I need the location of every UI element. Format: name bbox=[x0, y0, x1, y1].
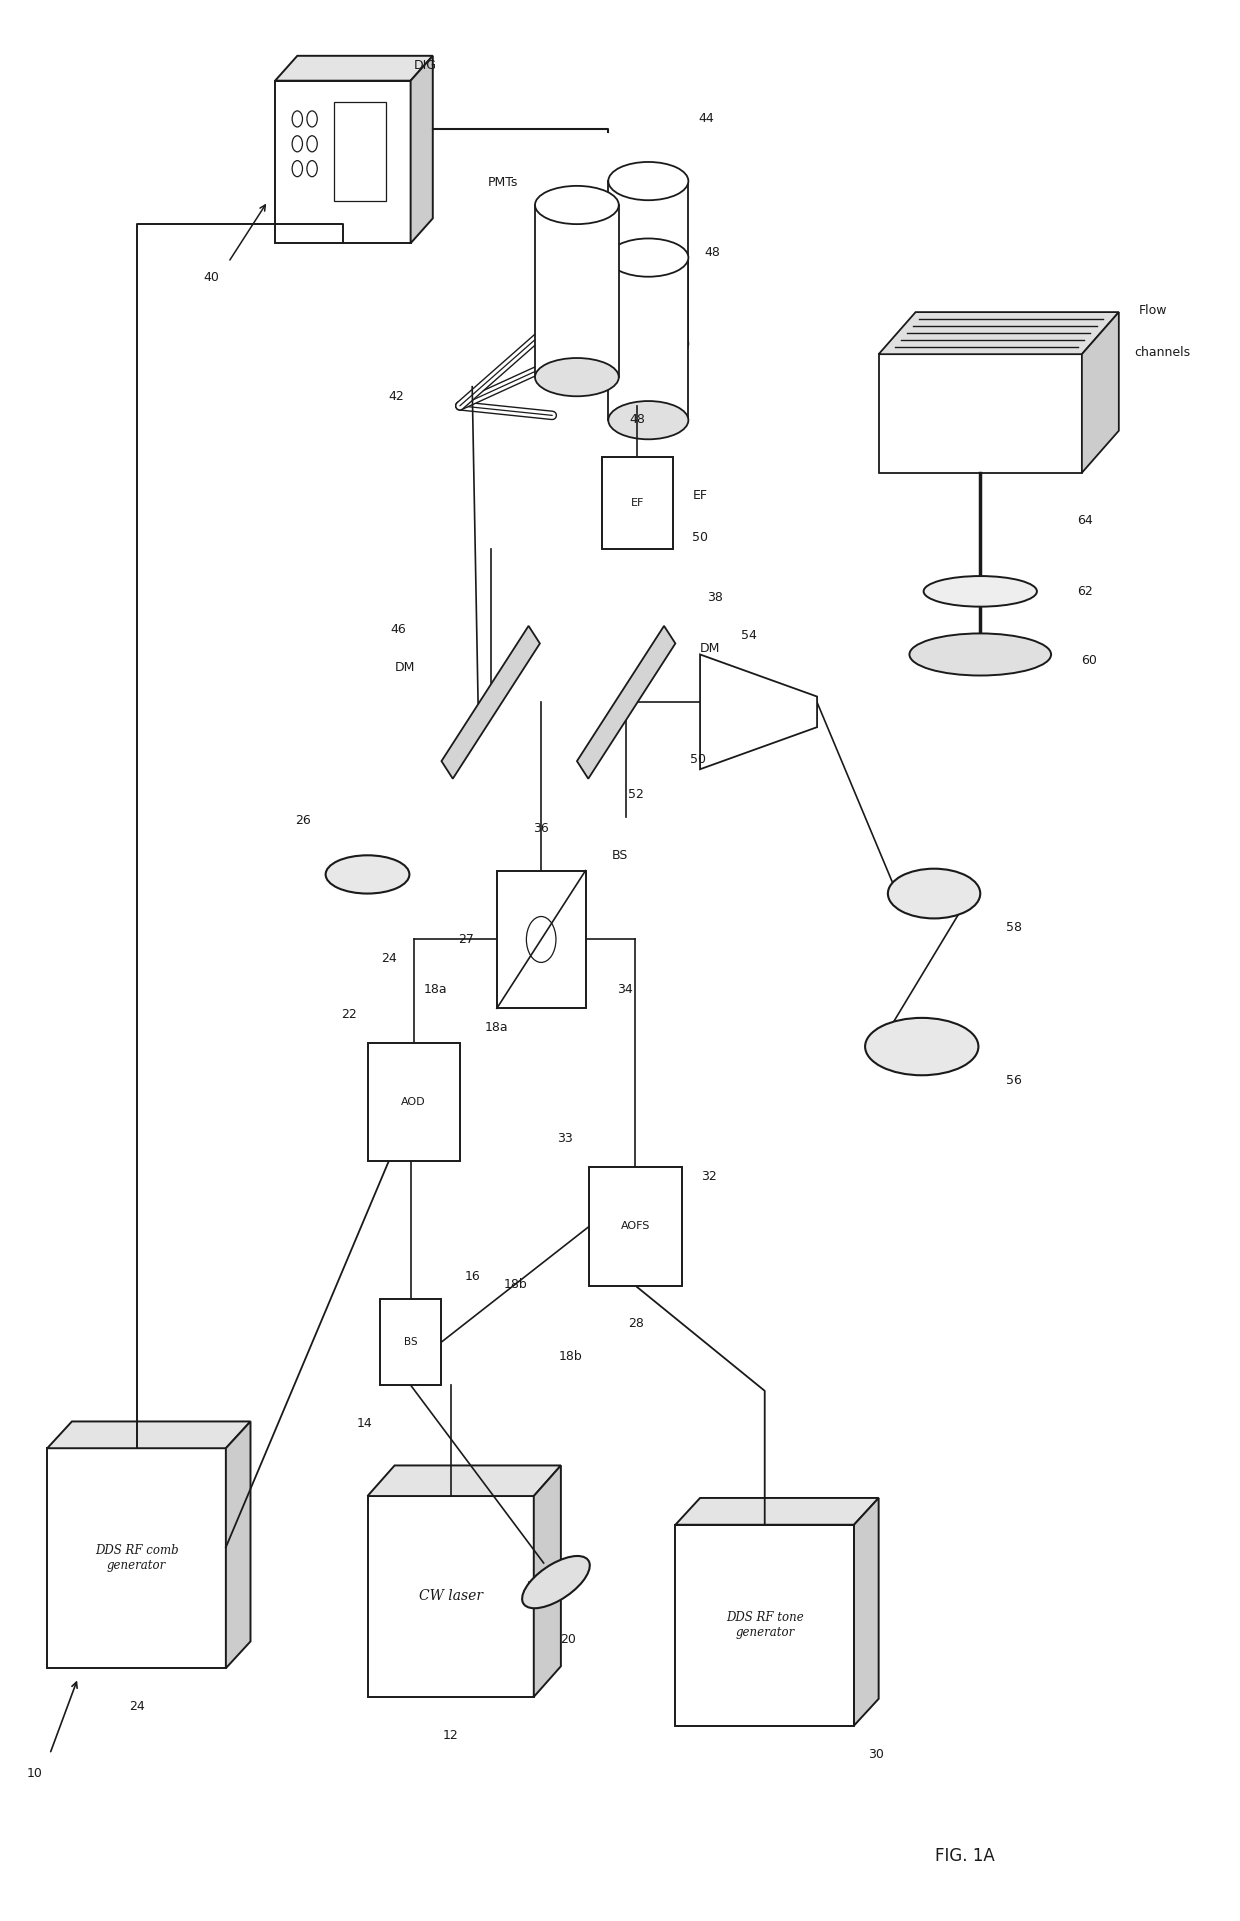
Bar bbox=[609, 257, 688, 421]
Text: 18b: 18b bbox=[559, 1350, 583, 1362]
Text: 46: 46 bbox=[391, 622, 407, 636]
Text: 12: 12 bbox=[443, 1729, 459, 1742]
Text: AOD: AOD bbox=[402, 1097, 427, 1106]
Ellipse shape bbox=[888, 868, 981, 918]
Text: DM: DM bbox=[699, 642, 720, 655]
Polygon shape bbox=[879, 353, 1081, 473]
Text: CW laser: CW laser bbox=[419, 1589, 482, 1604]
Polygon shape bbox=[410, 56, 433, 244]
Text: 34: 34 bbox=[618, 984, 632, 995]
Text: PMTs: PMTs bbox=[487, 175, 518, 188]
Text: DDS RF tone
generator: DDS RF tone generator bbox=[725, 1612, 804, 1639]
Text: 50: 50 bbox=[692, 532, 708, 544]
Text: 50: 50 bbox=[689, 753, 706, 766]
Text: 52: 52 bbox=[629, 788, 644, 801]
Text: 38: 38 bbox=[707, 590, 723, 603]
Polygon shape bbox=[441, 626, 539, 778]
Polygon shape bbox=[676, 1498, 879, 1525]
Text: FIG. 1A: FIG. 1A bbox=[935, 1846, 994, 1865]
Polygon shape bbox=[1081, 311, 1118, 473]
Polygon shape bbox=[676, 1525, 854, 1725]
Text: 60: 60 bbox=[1081, 653, 1096, 667]
Text: 33: 33 bbox=[557, 1131, 573, 1145]
Text: AOFS: AOFS bbox=[621, 1222, 650, 1231]
Polygon shape bbox=[533, 1466, 560, 1696]
Text: Flow: Flow bbox=[1140, 304, 1168, 317]
Text: 18a: 18a bbox=[424, 984, 448, 995]
Polygon shape bbox=[854, 1498, 879, 1725]
Polygon shape bbox=[275, 81, 410, 244]
Text: 28: 28 bbox=[629, 1318, 644, 1331]
Polygon shape bbox=[275, 56, 433, 81]
Polygon shape bbox=[497, 870, 585, 1009]
Ellipse shape bbox=[866, 1018, 978, 1076]
Text: 44: 44 bbox=[698, 113, 714, 125]
Text: 48: 48 bbox=[630, 413, 645, 426]
Text: EF: EF bbox=[693, 490, 708, 501]
Polygon shape bbox=[367, 1466, 560, 1496]
Text: 18a: 18a bbox=[485, 1020, 508, 1033]
Text: 16: 16 bbox=[464, 1270, 480, 1283]
Text: 22: 22 bbox=[341, 1007, 357, 1020]
Text: 64: 64 bbox=[1078, 515, 1092, 526]
Polygon shape bbox=[226, 1422, 250, 1667]
Text: DDS RF comb
generator: DDS RF comb generator bbox=[94, 1544, 179, 1571]
Ellipse shape bbox=[522, 1556, 590, 1608]
Ellipse shape bbox=[609, 401, 688, 440]
Text: 32: 32 bbox=[701, 1170, 717, 1183]
Text: 26: 26 bbox=[295, 815, 311, 828]
Text: 18b: 18b bbox=[503, 1277, 527, 1291]
Text: 54: 54 bbox=[742, 628, 758, 642]
Ellipse shape bbox=[609, 161, 688, 200]
Ellipse shape bbox=[909, 634, 1052, 676]
Text: 56: 56 bbox=[1006, 1074, 1022, 1087]
Text: 40: 40 bbox=[203, 271, 219, 284]
Text: DIG: DIG bbox=[414, 60, 436, 71]
Text: EF: EF bbox=[631, 498, 644, 509]
Polygon shape bbox=[379, 1299, 441, 1385]
Text: BS: BS bbox=[404, 1337, 418, 1347]
Bar bbox=[335, 102, 386, 202]
Polygon shape bbox=[367, 1043, 460, 1162]
Text: 27: 27 bbox=[458, 934, 474, 945]
Text: 42: 42 bbox=[388, 390, 404, 403]
Polygon shape bbox=[601, 457, 673, 549]
Ellipse shape bbox=[924, 576, 1037, 607]
Bar bbox=[609, 181, 688, 344]
Ellipse shape bbox=[534, 186, 619, 225]
Polygon shape bbox=[589, 1168, 682, 1285]
Polygon shape bbox=[879, 311, 1118, 353]
Text: 14: 14 bbox=[357, 1418, 373, 1429]
Bar bbox=[534, 206, 619, 377]
Text: 10: 10 bbox=[27, 1767, 43, 1781]
Text: 48: 48 bbox=[704, 246, 720, 259]
Text: BS: BS bbox=[611, 849, 629, 863]
Text: 30: 30 bbox=[868, 1748, 884, 1762]
Polygon shape bbox=[47, 1422, 250, 1448]
Text: 20: 20 bbox=[560, 1633, 577, 1646]
Text: 24: 24 bbox=[381, 953, 397, 964]
Polygon shape bbox=[367, 1496, 533, 1696]
Text: channels: channels bbox=[1133, 346, 1190, 359]
Text: 24: 24 bbox=[129, 1700, 144, 1714]
Text: 62: 62 bbox=[1078, 584, 1092, 597]
Polygon shape bbox=[47, 1448, 226, 1667]
Ellipse shape bbox=[609, 325, 688, 363]
Ellipse shape bbox=[534, 357, 619, 396]
Polygon shape bbox=[577, 626, 676, 778]
Text: 36: 36 bbox=[533, 822, 549, 836]
Ellipse shape bbox=[609, 238, 688, 277]
Polygon shape bbox=[701, 655, 817, 768]
Ellipse shape bbox=[326, 855, 409, 893]
Text: 58: 58 bbox=[1006, 922, 1022, 934]
Text: DM: DM bbox=[394, 661, 414, 674]
